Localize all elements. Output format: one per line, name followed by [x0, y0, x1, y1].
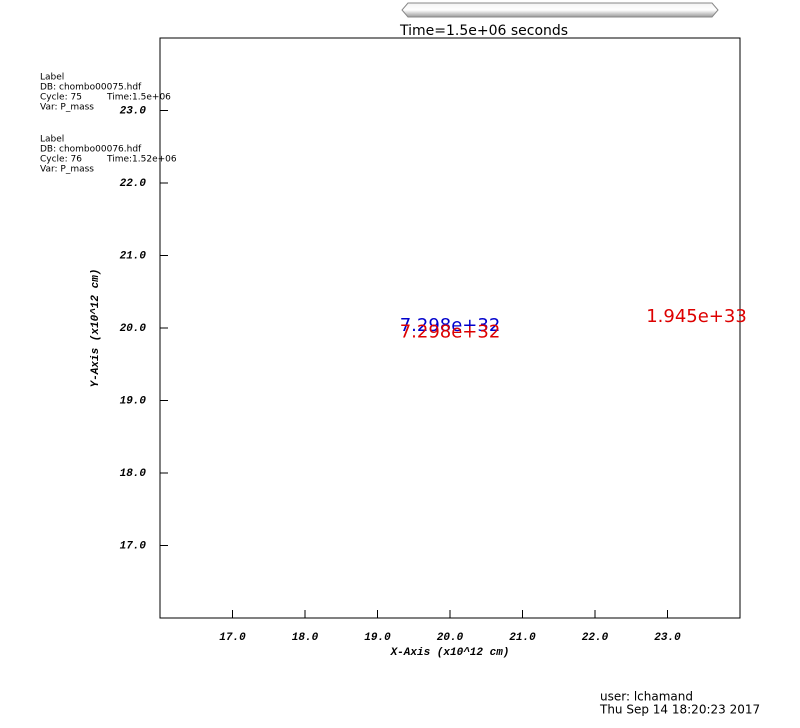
legend-title: Label — [40, 135, 64, 145]
legend-var: Var: P_mass — [40, 103, 94, 113]
y-tick-label: 18.0 — [120, 468, 147, 480]
chart-title: Time=1.5e+06 seconds — [399, 23, 568, 39]
x-tick-label: 19.0 — [364, 632, 391, 644]
legend-time: Time:1.5e+06 — [106, 93, 171, 103]
data-label: 7.298e+32 — [400, 315, 501, 336]
data-label: 1.945e+33 — [646, 306, 747, 327]
legend-cycle: Cycle: 76 — [40, 155, 82, 165]
y-tick-label: 23.0 — [120, 105, 147, 117]
legend-db: DB: chombo00075.hdf — [40, 83, 142, 93]
data-label: 7.298e+32 — [400, 321, 501, 342]
date-label: Thu Sep 14 18:20:23 2017 — [599, 703, 760, 717]
legend-cycle: Cycle: 75 — [40, 93, 82, 103]
legend-var: Var: P_mass — [40, 165, 94, 175]
y-tick-label: 19.0 — [120, 395, 147, 407]
x-tick-label: 22.0 — [582, 632, 609, 644]
x-tick-label: 21.0 — [509, 632, 536, 644]
user-label: user: lchamand — [600, 690, 693, 704]
y-axis-label: Y-Axis (x10^12 cm) — [90, 269, 102, 388]
y-tick-label: 21.0 — [120, 250, 147, 262]
x-tick-label: 17.0 — [219, 632, 246, 644]
x-axis-label: X-Axis (x10^12 cm) — [390, 647, 510, 659]
y-tick-label: 22.0 — [120, 178, 147, 190]
legend-title: Label — [40, 73, 64, 83]
legend-db: DB: chombo00076.hdf — [40, 145, 142, 155]
time-slider — [401, 2, 719, 18]
x-tick-label: 20.0 — [437, 632, 464, 644]
y-tick-label: 20.0 — [120, 323, 147, 335]
legend-time: Time:1.52e+06 — [106, 155, 177, 165]
x-tick-label: 18.0 — [292, 632, 319, 644]
x-tick-label: 23.0 — [654, 632, 681, 644]
y-tick-label: 17.0 — [120, 540, 147, 552]
